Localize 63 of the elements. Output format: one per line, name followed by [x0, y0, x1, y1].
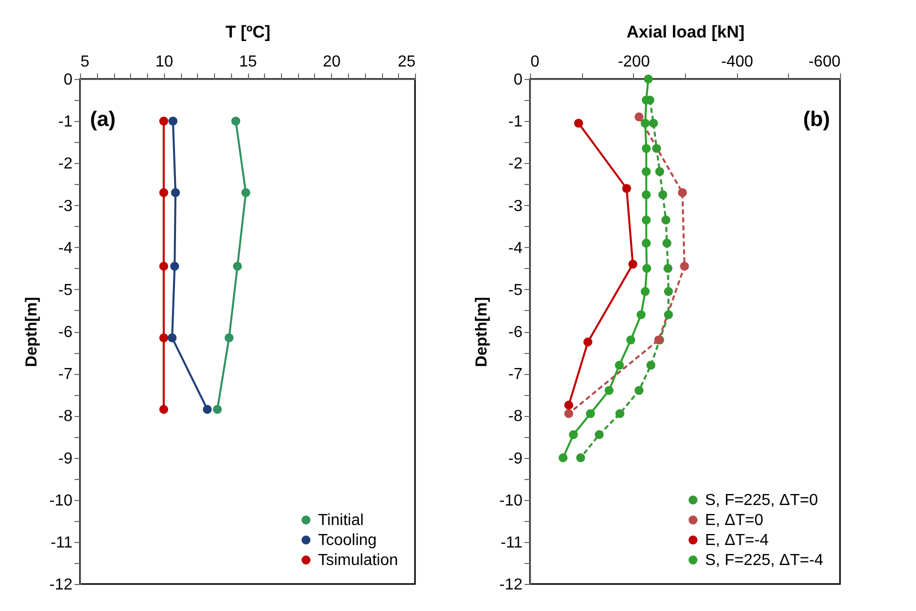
legend-label: Tsimulation — [318, 552, 398, 569]
y-tick-label: -1 — [58, 114, 73, 131]
annotation: (b) — [803, 108, 830, 131]
annotation: (a) — [90, 108, 116, 131]
x-tick-label: 15 — [239, 54, 257, 70]
y-tick-label: -12 — [499, 576, 523, 594]
y-tick-label: -3 — [508, 198, 523, 215]
y-tick-label: -8 — [58, 408, 73, 426]
legend-label: Tinitial — [318, 512, 364, 529]
y-tick-label: -11 — [50, 534, 73, 552]
y-tick-label: -10 — [49, 492, 73, 510]
point — [159, 188, 168, 198]
x-tick-label: 5 — [80, 54, 90, 70]
point — [168, 333, 177, 342]
point — [202, 404, 212, 414]
y-tick-label: 0 — [64, 72, 73, 88]
point — [159, 262, 168, 271]
legend-label: S, F=225, ΔT=-4 — [705, 552, 824, 569]
x-axis-title: Axial load [kN] — [626, 22, 745, 42]
legend-label: S, F=225, ΔT=0 — [705, 492, 818, 509]
point — [159, 404, 168, 414]
y-tick-label: -7 — [508, 366, 523, 384]
x-tick-label: 0 — [530, 54, 540, 70]
y-tick-label: -1 — [508, 114, 523, 131]
y-tick-label: -5 — [58, 282, 73, 299]
y-tick-label: -4 — [58, 240, 73, 257]
x-tick-label: -600 — [808, 54, 841, 70]
point — [170, 262, 180, 271]
y-tick-label: -2 — [58, 156, 73, 173]
legend-label: E, ΔT=-4 — [705, 532, 769, 549]
legend-label: Tcooling — [318, 532, 377, 549]
point — [168, 116, 178, 126]
y-tick-label: -11 — [500, 534, 523, 552]
y-axis-title: Depth[m] — [473, 296, 490, 368]
y-tick-label: -2 — [508, 156, 523, 173]
point — [224, 333, 234, 342]
x-tick-label: 25 — [398, 54, 416, 70]
point — [241, 188, 250, 198]
y-tick-label: -6 — [508, 324, 523, 341]
x-tick-label: 20 — [322, 54, 341, 70]
legend-label: E, ΔT=0 — [705, 512, 764, 529]
point — [171, 188, 180, 198]
y-tick-label: -4 — [508, 240, 523, 257]
point — [231, 116, 240, 126]
y-tick-label: -6 — [58, 324, 73, 341]
y-tick-label: 0 — [514, 72, 523, 88]
y-tick-label: -8 — [508, 408, 523, 426]
point — [159, 116, 168, 126]
point — [232, 262, 242, 271]
y-tick-label: -7 — [58, 366, 73, 384]
point — [212, 404, 222, 414]
point — [159, 333, 168, 342]
y-tick-label: -10 — [499, 492, 523, 510]
y-tick-label: -12 — [49, 576, 73, 594]
y-tick-label: -5 — [508, 282, 523, 299]
y-tick-label: -9 — [508, 450, 523, 468]
y-tick-label: -3 — [58, 198, 73, 215]
x-tick-label: -400 — [721, 54, 754, 70]
y-axis-title: Depth[m] — [23, 296, 40, 368]
x-tick-label: -200 — [618, 54, 650, 70]
x-axis-title: T [ºC] — [226, 22, 270, 42]
y-tick-label: -9 — [58, 450, 73, 468]
x-tick-label: 10 — [155, 54, 174, 70]
